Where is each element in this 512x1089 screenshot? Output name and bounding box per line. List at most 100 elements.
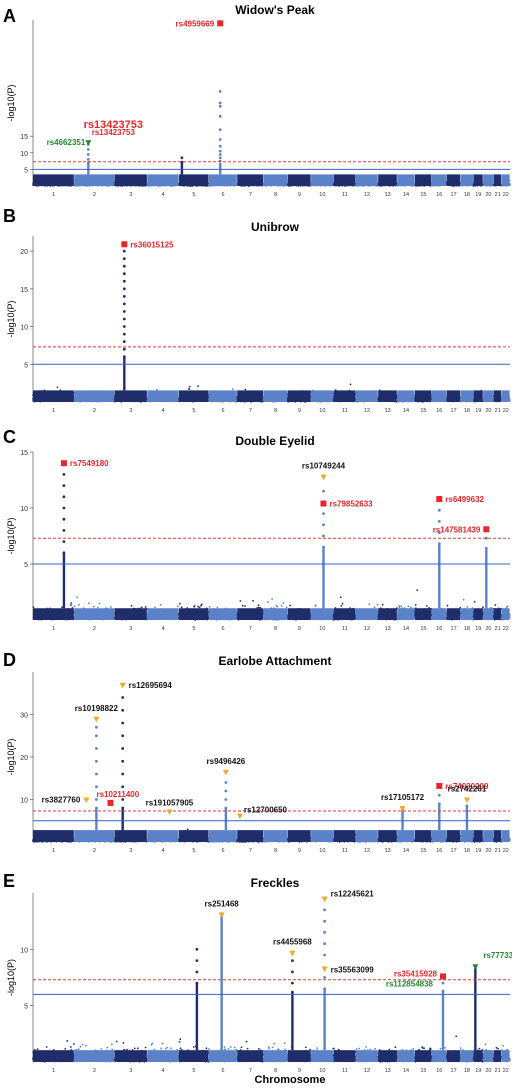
chromosome-label-b: 14 [403,408,409,414]
peak-point-a [86,158,90,161]
chromosome-5-band-b [178,390,209,402]
chromosome-label-b: 5 [192,408,195,414]
chromosome-13-band-b [378,390,397,402]
peak-point-a [218,138,222,141]
chromosome-8-band-a [263,174,288,186]
chromosome-4-band-a [147,174,179,186]
y-axis-label-b: -log10(P) [6,300,16,337]
chromosome-label-b: 3 [129,408,132,414]
chromosome-label-a: 12 [364,192,370,198]
chromosome-14-band-b [397,390,415,402]
chromosome-1-band-b [33,390,74,402]
chromosome-7-band-b [237,390,264,402]
panel-letter-a: A [3,6,16,26]
peak-point-a [218,104,222,108]
peak-stem-a [180,162,184,175]
chromosome-label-b: 6 [222,408,225,414]
y-tick-label-a: 10 [20,151,28,158]
chromosome-label-a: 5 [192,192,195,198]
chromosome-label-a: 20 [485,192,491,198]
peak-point-a [218,153,222,156]
snp-point [244,388,247,391]
chromosome-label-b: 10 [319,408,325,414]
chromosome-label-a: 18 [464,192,470,198]
snp-point [197,385,200,387]
peak-point-a [218,149,222,153]
peak-point-a [218,144,222,148]
chromosome-label-b: 13 [385,408,391,414]
chromosome-label-a: 6 [222,192,225,198]
y-tick-label-a: 5 [24,167,28,174]
chromosome-label-a: 9 [298,192,301,198]
y-tick-label-b: 15 [20,287,28,294]
y-tick-label-a: 15 [20,134,28,141]
chromosome-label-b: 7 [249,408,252,414]
peak-stem-a [87,162,90,175]
peak-point-a [218,114,222,118]
chromosome-label-b: 11 [342,408,348,414]
lead-snp-marker-a [85,140,92,146]
peak-point-a [86,148,90,151]
peak-point-a [180,156,184,160]
chromosome-7-band-a [237,174,264,186]
peak-point-a [86,153,90,156]
chromosome-label-b: 2 [93,408,96,414]
chromosome-15-band-b [414,390,432,402]
snp-point [231,388,234,390]
chromosome-10-band-b [311,390,334,402]
chromosome-10-band-a [311,174,334,186]
chromosome-label-a: 7 [249,192,252,198]
peak-point-a [218,101,222,105]
chromosome-label-b: 4 [162,408,165,414]
chromosome-12-band-b [355,390,378,402]
chromosome-3-band-b [114,390,147,402]
chromosome-2-band-b [74,390,115,402]
chromosome-label-a: 19 [475,192,481,198]
snp-point [156,388,159,391]
chromosome-17-band-a [446,174,461,186]
chromosome-label-b: 8 [274,408,277,414]
chromosome-5-band-a [178,174,209,186]
chromosome-label-a: 22 [503,192,509,198]
lead-snp-label-a: rs4959669 [176,19,215,28]
peak-point-a [218,128,222,132]
snp-point [188,388,190,390]
chromosome-label-a: 10 [319,192,325,198]
chromosome-6-band-b [208,390,237,402]
chromosome-9-band-a [287,174,311,186]
chromosome-11-band-a [333,174,356,186]
chromosome-2-band-a [74,174,115,186]
chromosome-11-band-b [333,390,356,402]
chromosome-label-a: 11 [342,192,348,198]
peak-point-a [218,90,222,93]
chromosome-20-band-a [483,174,494,186]
chromosome-1-band-a [33,174,74,186]
chromosome-4-band-b [147,390,179,402]
snp-point [56,386,59,389]
chromosome-label-a: 2 [93,192,96,198]
chromosome-label-a: 3 [129,192,132,198]
y-axis-label-a: -log10(P) [6,84,16,121]
y-tick-label-b: 20 [20,249,28,256]
lead-snp-label-a: rs4662351 [47,138,86,147]
chromosome-14-band-a [397,174,415,186]
chromosome-9-band-b [287,390,311,402]
chromosome-15-band-a [414,174,432,186]
chromosome-13-band-a [378,174,397,186]
chromosome-label-a: 13 [385,192,391,198]
chromosome-label-a: 1 [52,192,55,198]
chromosome-label-a: 17 [451,192,457,198]
chromosome-6-band-a [208,174,237,186]
annotation-small-a: rs13423753 [92,128,136,137]
peak-point-a [218,156,222,160]
chromosome-label-b: 15 [420,408,426,414]
chromosome-19-band-a [473,174,483,186]
chromosome-label-a: 21 [495,192,501,198]
chromosome-8-band-b [263,390,288,402]
chromosome-16-band-a [431,174,447,186]
chromosome-label-b: 1 [52,408,55,414]
chromosome-label-a: 15 [420,192,426,198]
